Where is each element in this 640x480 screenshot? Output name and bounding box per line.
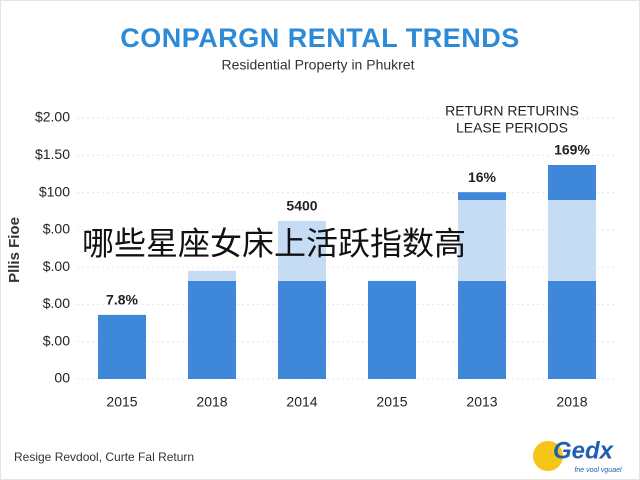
y-tick-label: $.00 xyxy=(43,221,70,237)
y-tick-label: $2.00 xyxy=(35,109,70,125)
bar-segment xyxy=(278,280,326,379)
x-tick-label: 2013 xyxy=(466,394,497,410)
annotation: LEASE PERIODS xyxy=(456,120,568,136)
footer: Resige Revdool, Curte Fal Return xyxy=(14,450,194,464)
y-tick-label: $.00 xyxy=(43,295,70,311)
overlay-text: 哪些星座女床上活跃指数高 xyxy=(82,225,466,261)
logo-tagline: fne vool vguael xyxy=(574,467,622,474)
x-tick-label: 2015 xyxy=(106,394,137,410)
y-tick-label: $100 xyxy=(39,183,70,199)
annotation: RETURN RETURINS xyxy=(445,103,579,119)
x-tick-label: 2018 xyxy=(196,394,227,410)
x-tick-label: 2014 xyxy=(286,394,317,410)
chart-subtitle: Residential Property in Phukret xyxy=(222,57,415,73)
bar-segment xyxy=(458,200,506,281)
bar-segment xyxy=(98,314,146,379)
bar-segment xyxy=(368,280,416,379)
x-tick-label: 2018 xyxy=(556,394,587,410)
chart-title: CONPARGN RENTAL TRENDS xyxy=(120,23,520,53)
bar-label: 169% xyxy=(554,142,590,158)
bar-segment xyxy=(458,192,506,201)
y-axis-label: Pllis Fioe xyxy=(6,217,23,283)
logo-icon xyxy=(533,441,563,471)
bar-segment xyxy=(278,220,326,281)
bar-segment xyxy=(188,280,236,379)
x-tick-label: 2015 xyxy=(376,394,407,410)
bar-segment xyxy=(548,200,596,281)
y-tick-label: $1.50 xyxy=(35,146,70,162)
y-tick-label: $.00 xyxy=(43,332,70,348)
bar-segment xyxy=(458,280,506,379)
bar-label: 16% xyxy=(468,169,497,185)
bar-segment xyxy=(188,270,236,281)
bar-segment xyxy=(548,280,596,379)
bar-label: 5400 xyxy=(286,198,317,214)
bar-segment xyxy=(548,164,596,201)
bar-label: 7.8% xyxy=(106,292,138,308)
y-tick-label: 00 xyxy=(54,370,70,386)
y-tick-label: $.00 xyxy=(43,258,70,274)
logo: Gedx xyxy=(553,437,615,464)
